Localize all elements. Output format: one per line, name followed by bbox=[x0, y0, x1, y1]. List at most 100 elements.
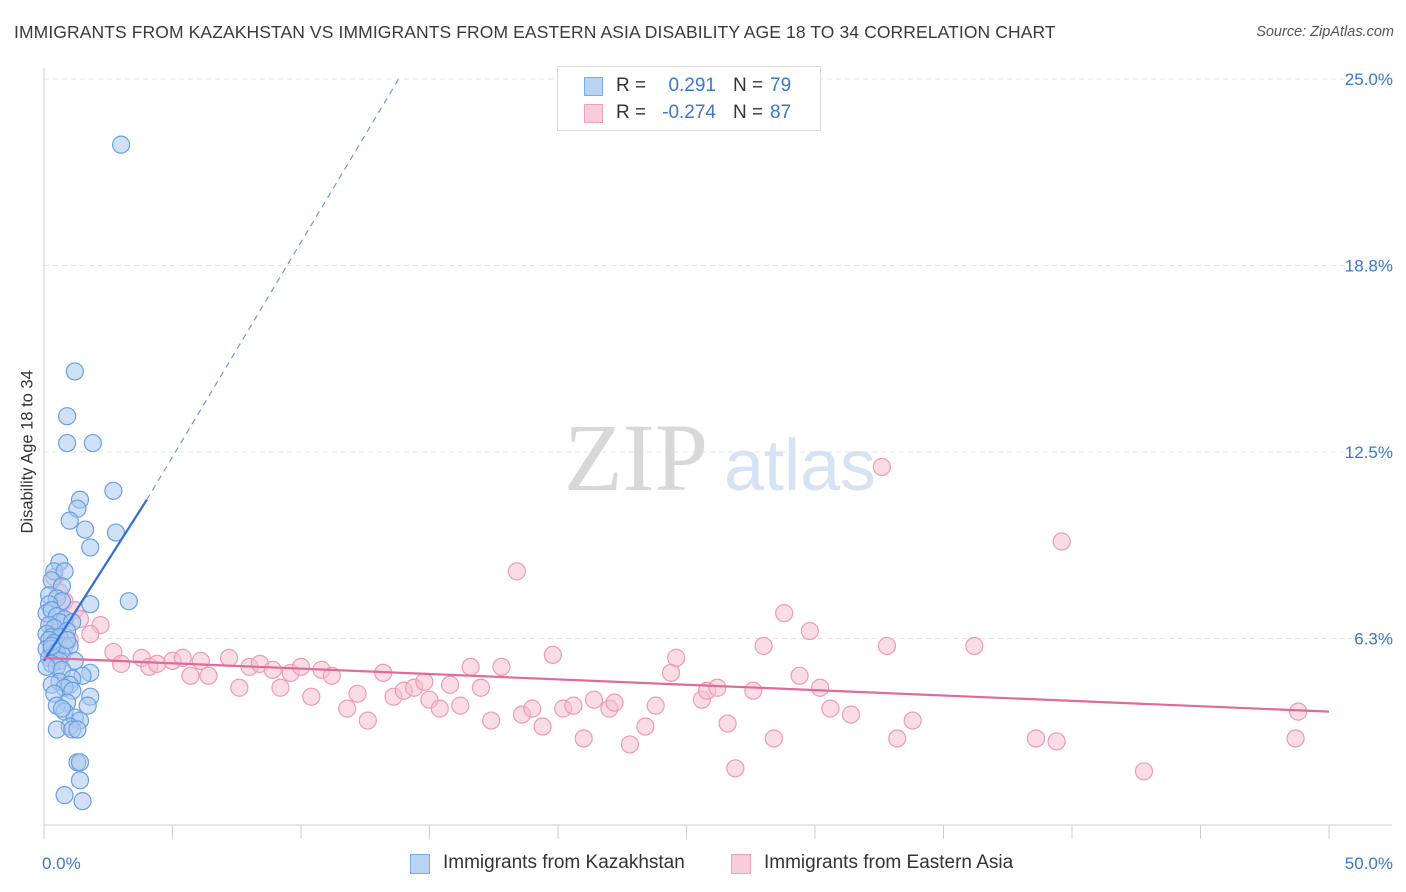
legend-label-kazakhstan: Immigrants from Kazakhstan bbox=[443, 852, 685, 873]
point-eastern-asia bbox=[775, 604, 794, 623]
point-eastern-asia bbox=[451, 696, 470, 715]
point-eastern-asia bbox=[584, 690, 604, 709]
point-eastern-asia bbox=[564, 696, 583, 715]
point-kazakhstan bbox=[78, 696, 97, 715]
point-eastern-asia bbox=[191, 651, 210, 670]
tick-labels: 6.3% 12.5% 18.8% 25.0% 0.0% 50.0% bbox=[42, 70, 1393, 873]
point-kazakhstan bbox=[55, 786, 74, 805]
grid-layer bbox=[44, 78, 1392, 639]
points-layer bbox=[37, 135, 1308, 811]
point-kazakhstan bbox=[73, 792, 92, 811]
point-kazakhstan bbox=[106, 523, 126, 542]
watermark-atlas: atlas bbox=[724, 426, 876, 506]
point-eastern-asia bbox=[482, 711, 501, 730]
y-tick-label: 6.3% bbox=[1354, 630, 1393, 649]
chart-title: IMMIGRANTS FROM KAZAKHSTAN VS IMMIGRANTS… bbox=[14, 22, 1056, 42]
point-eastern-asia bbox=[271, 678, 290, 697]
legend-label-eastern-asia: Immigrants from Eastern Asia bbox=[764, 852, 1014, 873]
r-label: R = bbox=[616, 75, 647, 96]
point-kazakhstan bbox=[83, 433, 102, 453]
point-eastern-asia bbox=[790, 666, 809, 685]
n-label: N = bbox=[733, 102, 764, 123]
trend-line-eastern-asia bbox=[43, 656, 1330, 713]
point-eastern-asia bbox=[81, 624, 100, 644]
stats-row-eastern-asia: R = -0.274 N = 87 bbox=[558, 102, 820, 126]
point-eastern-asia bbox=[667, 648, 686, 667]
point-eastern-asia bbox=[492, 657, 511, 676]
swatch-blue bbox=[584, 77, 603, 96]
point-eastern-asia bbox=[1134, 762, 1154, 781]
point-eastern-asia bbox=[744, 681, 763, 700]
point-kazakhstan bbox=[68, 720, 87, 739]
point-kazakhstan bbox=[60, 511, 79, 530]
watermark: ZIP atlas bbox=[564, 404, 876, 511]
point-eastern-asia bbox=[726, 759, 745, 778]
point-eastern-asia bbox=[646, 696, 665, 715]
y-tick-label: 25.0% bbox=[1345, 70, 1393, 89]
point-eastern-asia bbox=[821, 699, 840, 718]
point-eastern-asia bbox=[888, 729, 907, 748]
point-eastern-asia bbox=[471, 678, 490, 697]
axis-layer bbox=[43, 68, 1392, 839]
point-eastern-asia bbox=[533, 717, 552, 736]
x-tick-label-min: 0.0% bbox=[42, 854, 81, 873]
trend-line-kazakhstan bbox=[43, 499, 148, 662]
point-eastern-asia bbox=[800, 621, 819, 641]
point-eastern-asia bbox=[338, 699, 357, 718]
point-kazakhstan bbox=[81, 595, 100, 614]
point-kazakhstan bbox=[76, 520, 95, 539]
stats-legend: R = 0.291 N = 79 R = -0.274 N = 87 bbox=[557, 66, 821, 131]
stats-row-kazakhstan: R = 0.291 N = 79 bbox=[558, 75, 820, 99]
point-kazakhstan bbox=[70, 753, 90, 772]
series-legend: Immigrants from Kazakhstan Immigrants fr… bbox=[0, 852, 1406, 878]
point-eastern-asia bbox=[764, 729, 783, 748]
point-kazakhstan bbox=[70, 771, 90, 790]
point-kazakhstan bbox=[58, 407, 77, 426]
point-eastern-asia bbox=[754, 636, 773, 656]
r-label: R = bbox=[616, 102, 647, 123]
point-eastern-asia bbox=[219, 648, 239, 667]
n-label: N = bbox=[733, 75, 764, 96]
point-eastern-asia bbox=[199, 666, 218, 685]
point-eastern-asia bbox=[523, 699, 542, 718]
y-tick-label: 12.5% bbox=[1345, 443, 1393, 462]
point-kazakhstan bbox=[37, 657, 56, 676]
point-eastern-asia bbox=[111, 654, 131, 673]
legend-swatch-blue bbox=[410, 854, 430, 874]
trend-layer bbox=[43, 78, 1330, 713]
point-eastern-asia bbox=[636, 717, 655, 736]
point-eastern-asia bbox=[1052, 532, 1071, 551]
n-value: 87 bbox=[770, 102, 792, 123]
point-eastern-asia bbox=[291, 657, 311, 676]
point-eastern-asia bbox=[322, 666, 341, 685]
point-eastern-asia bbox=[965, 636, 984, 656]
point-eastern-asia bbox=[302, 687, 321, 706]
point-eastern-asia bbox=[841, 705, 861, 724]
y-axis-label: Disability Age 18 to 34 bbox=[18, 370, 37, 534]
point-kazakhstan bbox=[104, 481, 123, 500]
source-label: Source: ZipAtlas.com bbox=[1256, 24, 1394, 40]
point-eastern-asia bbox=[440, 675, 460, 694]
swatch-pink bbox=[584, 104, 603, 123]
point-eastern-asia bbox=[872, 457, 891, 477]
point-kazakhstan bbox=[111, 135, 131, 154]
point-eastern-asia bbox=[348, 684, 367, 703]
point-eastern-asia bbox=[1026, 729, 1046, 748]
point-kazakhstan bbox=[119, 592, 138, 611]
point-eastern-asia bbox=[358, 711, 377, 730]
point-eastern-asia bbox=[181, 666, 200, 685]
r-value: 0.291 bbox=[668, 75, 716, 96]
point-eastern-asia bbox=[903, 711, 922, 730]
point-eastern-asia bbox=[1047, 732, 1066, 751]
trend-extension-kazakhstan bbox=[146, 78, 400, 501]
x-tick-label-max: 50.0% bbox=[1345, 854, 1393, 873]
point-eastern-asia bbox=[543, 645, 562, 665]
point-eastern-asia bbox=[461, 657, 480, 676]
point-eastern-asia bbox=[811, 678, 830, 697]
watermark-zip: ZIP bbox=[564, 404, 708, 511]
point-eastern-asia bbox=[718, 714, 737, 733]
point-eastern-asia bbox=[1286, 729, 1305, 748]
y-tick-label: 18.8% bbox=[1345, 257, 1393, 276]
n-value: 79 bbox=[770, 75, 792, 96]
